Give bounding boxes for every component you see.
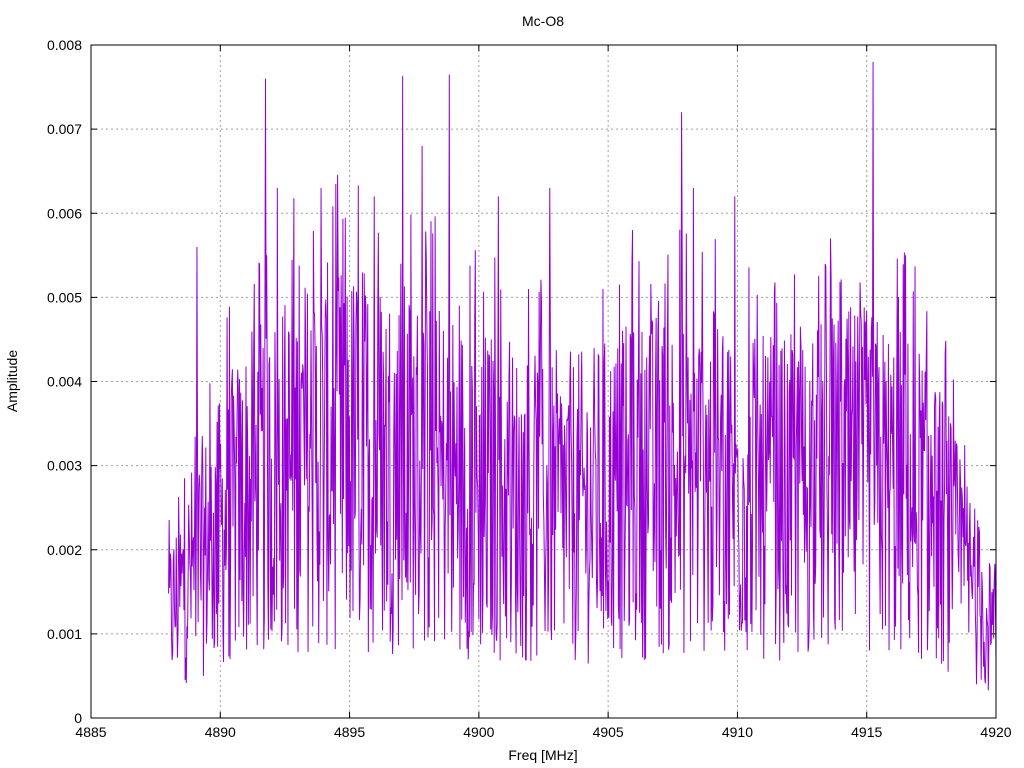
x-tick-label: 4900 (463, 724, 494, 740)
series-line (168, 61, 997, 691)
y-tick-label: 0.005 (47, 289, 82, 305)
chart-title: Mc-O8 (522, 13, 564, 29)
y-tick-label: 0.008 (47, 37, 82, 53)
x-tick-label: 4890 (205, 724, 236, 740)
x-tick-label: 4905 (593, 724, 624, 740)
y-axis-ticks: 0 0.001 0.002 0.003 0.004 0.005 0.006 0.007 0.00… (47, 37, 996, 726)
y-tick-label: 0.006 (47, 205, 82, 221)
x-tick-label: 4910 (722, 724, 753, 740)
x-axis-label: Freq [MHz] (508, 747, 577, 763)
x-axis-ticks: 4885 4890 4895 4900 4905 4910 4915 4920 (75, 45, 1012, 740)
x-tick-label: 4895 (334, 724, 365, 740)
plot-border (90, 44, 997, 719)
y-tick-label: 0.003 (47, 458, 82, 474)
y-axis-label: Amplitude (4, 350, 20, 412)
y-tick-label: 0.001 (47, 626, 82, 642)
y-tick-label: 0.002 (47, 542, 82, 558)
y-tick-label: 0.007 (47, 121, 82, 137)
x-tick-label: 4915 (851, 724, 882, 740)
x-tick-label: 4920 (980, 724, 1011, 740)
x-tick-label: 4885 (75, 724, 106, 740)
y-tick-label: 0.004 (47, 374, 82, 390)
y-tick-label: 0 (74, 710, 82, 726)
